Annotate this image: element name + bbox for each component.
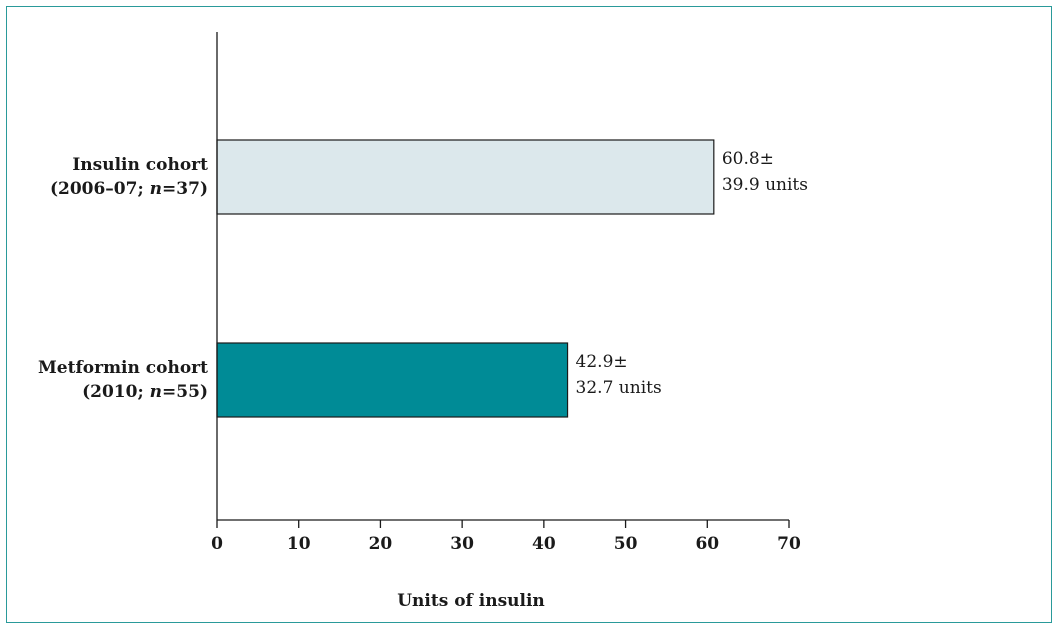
x-tick-label: 0: [211, 534, 223, 554]
bars-layer: [216, 139, 715, 418]
category-label-sub: (2010; n=55): [82, 382, 208, 402]
bar: [216, 139, 715, 215]
x-tick-label: 20: [369, 534, 393, 554]
x-tick-label: 10: [287, 534, 311, 554]
bar: [216, 342, 569, 418]
data-label: 60.8±: [722, 149, 774, 169]
category-label: Metformin cohort: [38, 358, 208, 378]
category-label: Insulin cohort: [72, 155, 208, 175]
x-tick-label: 70: [777, 534, 801, 554]
x-ticks: 0 10 20 30 40 50 60 70: [211, 520, 801, 554]
x-tick-label: 60: [695, 534, 719, 554]
data-label: 42.9±: [576, 352, 628, 372]
data-label-sub: 39.9 units: [722, 175, 808, 195]
x-tick-label: 40: [532, 534, 556, 554]
category-label-sub: (2006–07; n=37): [50, 179, 208, 199]
x-tick-label: 50: [614, 534, 638, 554]
category-labels: Insulin cohort (2006–07; n=37) Metformin c…: [38, 155, 208, 402]
x-axis-title: Units of insulin: [397, 591, 545, 611]
data-labels: 60.8± 39.9 units 42.9± 32.7 units: [576, 149, 808, 398]
x-tick-label: 30: [450, 534, 474, 554]
data-label-sub: 32.7 units: [576, 378, 662, 398]
